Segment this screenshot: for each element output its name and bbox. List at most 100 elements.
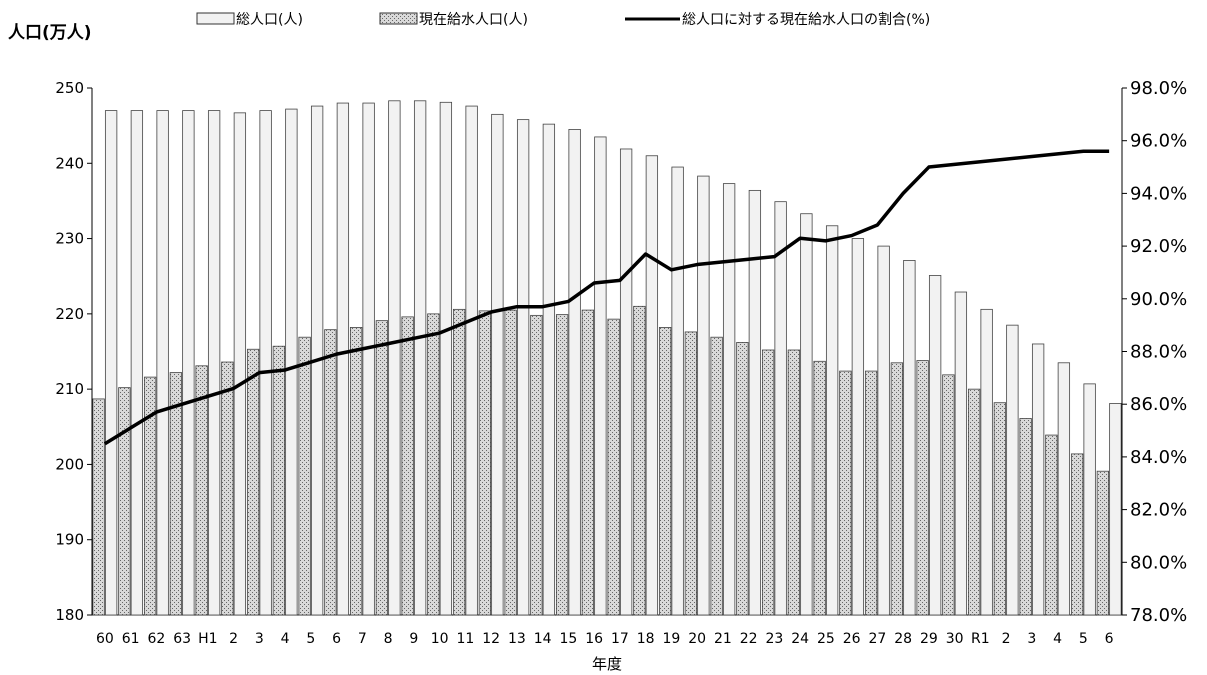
x-tick-label: 14 <box>534 631 552 647</box>
bar-served-population <box>787 349 801 616</box>
right-tick-label: 92.0% <box>1130 236 1187 257</box>
bar-served-population <box>658 327 672 616</box>
x-tick-label: 16 <box>585 631 603 647</box>
bar-total-population <box>516 119 530 616</box>
bar-served-population <box>195 365 208 616</box>
bar-served-population <box>169 372 183 616</box>
x-tick-label: H1 <box>198 631 217 647</box>
bar-total-population <box>1109 403 1122 616</box>
x-tick-label: 28 <box>894 631 912 647</box>
bar-served-population <box>375 320 389 616</box>
bar-served-population <box>813 360 826 616</box>
right-tick-label: 80.0% <box>1130 552 1187 573</box>
x-tick-label: 4 <box>1053 631 1062 647</box>
bar-total-population <box>388 100 401 616</box>
bar-total-population <box>748 189 762 616</box>
x-tick-label: 61 <box>122 631 140 647</box>
x-tick-label: 10 <box>431 631 449 647</box>
bar-total-population <box>722 183 736 616</box>
x-tick-label: 5 <box>306 631 315 647</box>
x-tick-label: 7 <box>358 631 367 647</box>
bar-total-population <box>1031 343 1045 616</box>
bar-served-population <box>246 348 260 616</box>
bar-served-population <box>1045 434 1058 616</box>
bar-total-population <box>954 291 968 616</box>
x-tick-label: 6 <box>1105 631 1114 647</box>
bar-total-population <box>851 238 865 616</box>
bar-served-population <box>401 316 414 616</box>
bar-served-population <box>710 336 723 616</box>
x-tick-label: 17 <box>611 631 629 647</box>
bar-served-population <box>555 314 569 616</box>
legend-label-ratio: 総人口に対する現在給水人口の割合(%) <box>682 11 930 28</box>
right-tick-label: 86.0% <box>1130 394 1187 415</box>
bar-total-population <box>877 245 890 616</box>
right-axis: 78.0% 80.0% 82.0% 84.0% 86.0% 88.0% 90.0% 92.0%… <box>1122 78 1187 626</box>
bar-served-population <box>1096 470 1110 616</box>
left-tick-label: 240 <box>55 154 84 172</box>
bar-total-population <box>465 105 478 616</box>
x-tick-label: 4 <box>281 631 290 647</box>
x-tick-label: 63 <box>173 631 191 647</box>
bar-total-population <box>336 102 350 616</box>
bar-total-population <box>491 113 504 616</box>
x-tick-label: 23 <box>765 631 783 647</box>
x-tick-label: 3 <box>1027 631 1036 647</box>
bar-served-population <box>452 308 466 616</box>
bar-served-population <box>143 376 157 616</box>
right-tick-label: 98.0% <box>1130 78 1187 99</box>
left-tick-label: 230 <box>55 230 84 248</box>
bar-total-population <box>1083 383 1096 616</box>
legend-swatch-total <box>196 12 235 25</box>
legend: 総人口(人) 現在給水人口(人) 総人口に対する現在給水人口の割合(%) <box>196 11 930 28</box>
left-tick-label: 180 <box>55 606 84 624</box>
x-tick-label: 18 <box>637 631 655 647</box>
bar-total-population <box>594 136 607 616</box>
bar-total-population <box>774 201 787 616</box>
x-tick-label: 30 <box>946 631 964 647</box>
x-tick-label: 20 <box>688 631 706 647</box>
bar-total-population <box>903 260 916 616</box>
x-tick-label: 13 <box>508 631 526 647</box>
x-tick-label: 5 <box>1079 631 1088 647</box>
bar-served-population <box>607 318 620 616</box>
bar-served-population <box>478 310 492 616</box>
x-axis-title: 年度 <box>592 655 622 673</box>
x-tick-label: 2 <box>1002 631 1011 647</box>
x-tick-label: 3 <box>255 631 264 647</box>
bar-served-population <box>118 387 131 616</box>
right-tick-label: 82.0% <box>1130 500 1187 521</box>
left-tick-label: 250 <box>55 79 84 97</box>
x-tick-label: 12 <box>482 631 500 647</box>
x-tick-label: 25 <box>817 631 835 647</box>
bar-total-population <box>800 213 813 616</box>
bar-served-population <box>349 327 363 616</box>
x-tick-label: 26 <box>843 631 861 647</box>
bars <box>92 100 1122 616</box>
bar-served-population <box>504 309 517 616</box>
ratio-line-layer <box>103 149 1110 446</box>
x-tick-label: 6 <box>332 631 341 647</box>
bar-total-population <box>207 110 221 616</box>
bar-total-population <box>1057 362 1071 616</box>
x-tick-label: 27 <box>868 631 886 647</box>
bar-total-population <box>568 129 581 616</box>
x-tick-label: R1 <box>971 631 990 647</box>
bar-total-population <box>104 110 118 616</box>
left-tick-label: 200 <box>55 455 84 473</box>
bar-total-population <box>542 123 556 616</box>
x-tick-label: 60 <box>96 631 114 647</box>
ratio-line <box>103 149 1110 446</box>
bar-served-population <box>736 342 749 616</box>
bar-total-population <box>156 110 169 616</box>
left-axis: 180 190 200 210 220 230 240 250 <box>55 79 92 624</box>
left-tick-label: 210 <box>55 380 84 398</box>
bar-served-population <box>993 402 1007 616</box>
bar-total-population <box>825 225 839 616</box>
bar-total-population <box>697 175 710 616</box>
bar-served-population <box>890 362 904 616</box>
bar-served-population <box>530 314 543 616</box>
bar-total-population <box>413 100 427 616</box>
bar-served-population <box>1019 418 1032 616</box>
bar-total-population <box>928 275 942 616</box>
